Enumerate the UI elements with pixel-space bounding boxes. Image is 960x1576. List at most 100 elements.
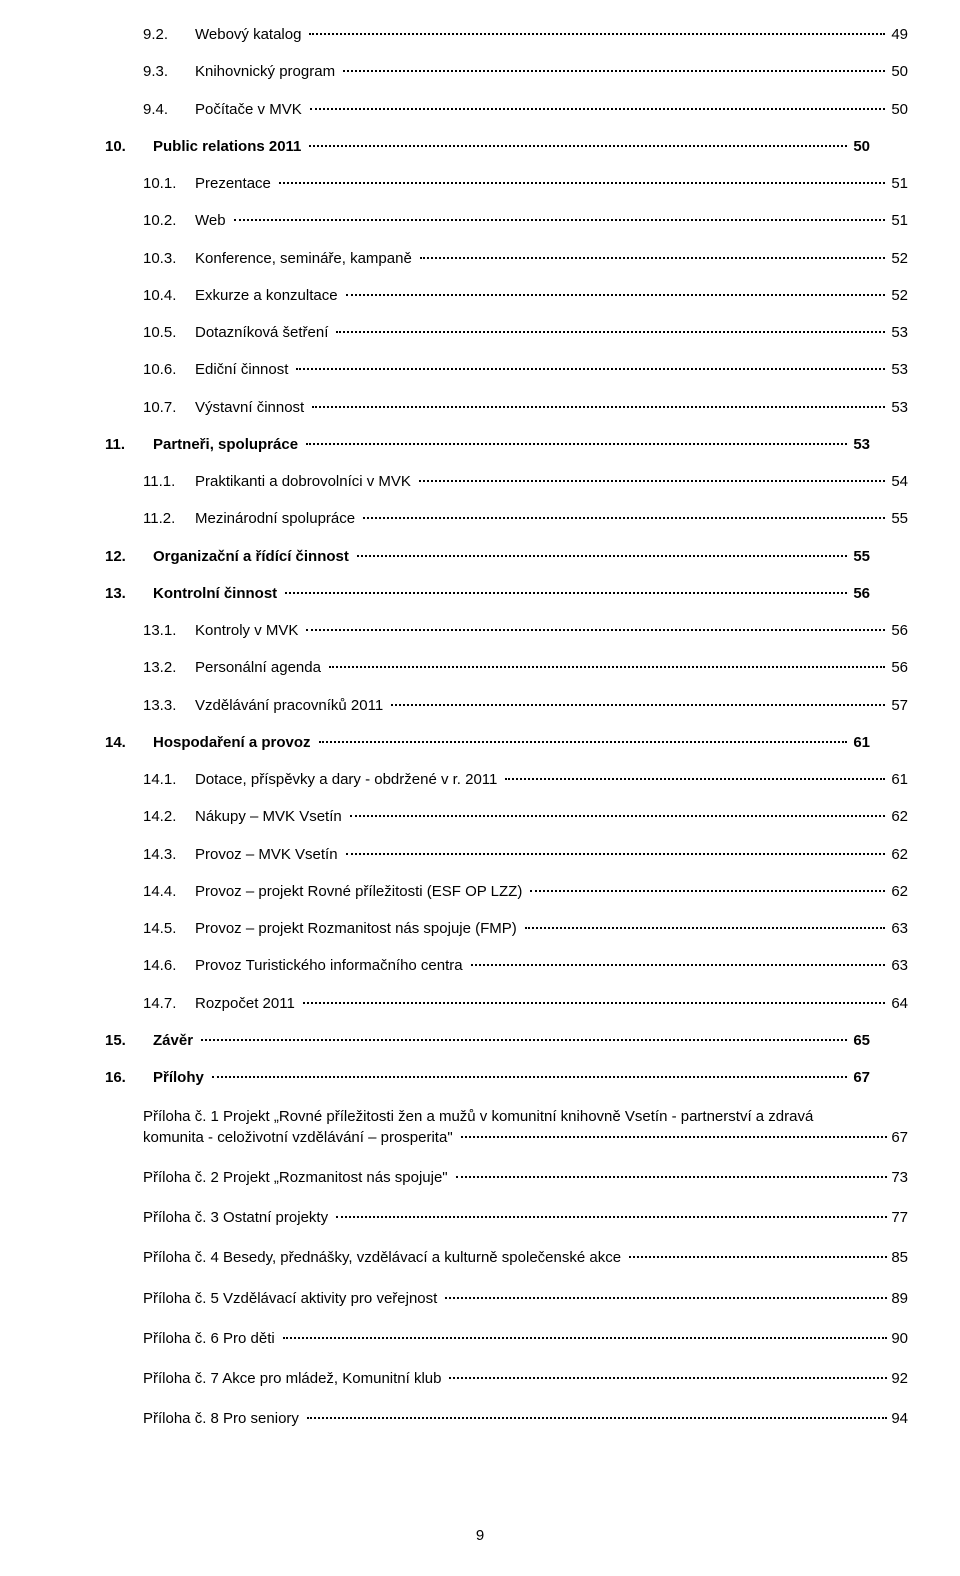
dot-leader [350, 815, 886, 817]
attachment-title: Příloha č. 7 Akce pro mládež, Komunitní … [143, 1369, 441, 1389]
toc-entry: 14.3.Provoz – MVK Vsetín 62 [105, 845, 908, 865]
dot-leader [336, 331, 885, 333]
attachment-page: 73 [891, 1168, 908, 1188]
dot-leader [530, 890, 885, 892]
toc-entry: 9.4.Počítače v MVK50 [105, 100, 908, 120]
toc-entry-page: 53 [889, 360, 908, 380]
toc-entry-number: 10.6. [143, 360, 195, 380]
attachment-entry: Příloha č. 7 Akce pro mládež, Komunitní … [105, 1369, 908, 1389]
attachment-page: 92 [891, 1369, 908, 1389]
attachment-page: 77 [891, 1208, 908, 1228]
toc-entry-title: Rozpočet 2011 [195, 994, 295, 1014]
attachment-entry: Příloha č. 3 Ostatní projekty 77 [105, 1208, 908, 1228]
attachment-title: Příloha č. 2 Projekt „Rozmanitost nás sp… [143, 1168, 448, 1188]
toc-entry-title: Závěr [153, 1031, 193, 1051]
dot-leader [336, 1216, 887, 1218]
toc-entry-page: 67 [851, 1068, 870, 1088]
toc-entry: 16.Přílohy67 [105, 1068, 870, 1088]
attachment-title-line1: Příloha č. 1 Projekt „Rovné příležitosti… [143, 1107, 908, 1127]
dot-leader [461, 1136, 888, 1138]
attachment-page: 94 [891, 1409, 908, 1429]
toc-entry-page: 62 [889, 807, 908, 827]
toc-entry-number: 10.1. [143, 174, 195, 194]
toc-entry-page: 50 [889, 100, 908, 120]
toc-entry-title: Provoz – projekt Rovné příležitosti (ESF… [195, 882, 522, 902]
toc-entry-number: 10.7. [143, 398, 195, 418]
toc-entry-page: 50 [851, 137, 870, 157]
attachment-entry: Příloha č. 4 Besedy, přednášky, vzděláva… [105, 1248, 908, 1268]
toc-entry: 11.1.Praktikanti a dobrovolníci v MVK54 [105, 472, 908, 492]
toc-entry-number: 15. [105, 1031, 153, 1051]
toc-entry-number: 10.3. [143, 249, 195, 269]
dot-leader [420, 257, 886, 259]
toc-entry-title: Kontrolní činnost [153, 584, 277, 604]
attachment-page: 90 [891, 1329, 908, 1349]
toc-entry-page: 54 [889, 472, 908, 492]
toc-entry-page: 50 [889, 62, 908, 82]
dot-leader [306, 443, 847, 445]
dot-leader [449, 1377, 887, 1379]
attachments-list: Příloha č. 1 Projekt „Rovné příležitosti… [105, 1107, 870, 1429]
toc-entry-title: Vzdělávání pracovníků 2011 [195, 696, 383, 716]
toc-entry-page: 52 [889, 286, 908, 306]
toc-entry-title: Partneři, spolupráce [153, 435, 298, 455]
attachment-page: 67 [891, 1128, 908, 1148]
dot-leader [343, 70, 885, 72]
toc-entry-title: Hospodaření a provoz [153, 733, 311, 753]
toc-entry-page: 62 [889, 845, 908, 865]
toc-entry-page: 53 [889, 323, 908, 343]
dot-leader [201, 1039, 847, 1041]
toc-entry-number: 9.4. [143, 100, 195, 120]
toc-entry-page: 62 [889, 882, 908, 902]
toc-entry: 10.2.Web51 [105, 211, 908, 231]
toc-entry-number: 10.5. [143, 323, 195, 343]
toc-entry-title: Public relations 2011 [153, 137, 301, 157]
toc-entry: 14.2.Nákupy – MVK Vsetín62 [105, 807, 908, 827]
dot-leader [456, 1176, 888, 1178]
dot-leader [285, 592, 847, 594]
dot-leader [309, 33, 885, 35]
attachment-title-line2: komunita - celoživotní vzdělávání – pros… [143, 1128, 453, 1148]
toc-entry-page: 53 [889, 398, 908, 418]
attachment-title: Příloha č. 3 Ostatní projekty [143, 1208, 328, 1228]
toc-entry: 10.5.Dotazníková šetření 53 [105, 323, 908, 343]
toc-entry-page: 56 [889, 658, 908, 678]
toc-entry-title: Výstavní činnost [195, 398, 304, 418]
attachment-title: Příloha č. 6 Pro děti [143, 1329, 275, 1349]
toc-entry-number: 14.5. [143, 919, 195, 939]
toc-entry-number: 16. [105, 1068, 153, 1088]
toc-entry: 10.4.Exkurze a konzultace52 [105, 286, 908, 306]
toc-entry: 10.1.Prezentace51 [105, 174, 908, 194]
page-number: 9 [0, 1527, 960, 1544]
attachment-title: Příloha č. 5 Vzdělávací aktivity pro veř… [143, 1289, 437, 1309]
toc-entry-title: Dotace, příspěvky a dary - obdržené v r.… [195, 770, 497, 790]
toc-entry: 13.Kontrolní činnost56 [105, 584, 870, 604]
toc-entry-number: 13.3. [143, 696, 195, 716]
toc-entry: 14.1.Dotace, příspěvky a dary - obdržené… [105, 770, 908, 790]
toc-entry: 10.Public relations 201150 [105, 137, 870, 157]
toc-entry-number: 14.2. [143, 807, 195, 827]
toc-entry-page: 55 [851, 547, 870, 567]
toc-entry: 14.5.Provoz – projekt Rozmanitost nás sp… [105, 919, 908, 939]
toc-entry-number: 14.6. [143, 956, 195, 976]
toc-entry-title: Prezentace [195, 174, 271, 194]
dot-leader [283, 1337, 888, 1339]
attachment-title: Příloha č. 4 Besedy, přednášky, vzděláva… [143, 1248, 621, 1268]
toc-entry-title: Kontroly v MVK [195, 621, 298, 641]
dot-leader [391, 704, 885, 706]
dot-leader [445, 1297, 887, 1299]
toc-entry-number: 14.3. [143, 845, 195, 865]
dot-leader [306, 629, 885, 631]
dot-leader [629, 1256, 887, 1258]
toc-entry-title: Dotazníková šetření [195, 323, 328, 343]
dot-leader [419, 480, 885, 482]
toc-entry: 14.7.Rozpočet 201164 [105, 994, 908, 1014]
toc-entry: 10.7.Výstavní činnost 53 [105, 398, 908, 418]
toc-entry-title: Provoz – MVK Vsetín [195, 845, 338, 865]
toc-entry-title: Webový katalog [195, 25, 301, 45]
toc-entry-number: 13. [105, 584, 153, 604]
toc-entry-page: 52 [889, 249, 908, 269]
dot-leader [363, 517, 885, 519]
toc-entry-number: 13.2. [143, 658, 195, 678]
toc-entry-page: 61 [889, 770, 908, 790]
